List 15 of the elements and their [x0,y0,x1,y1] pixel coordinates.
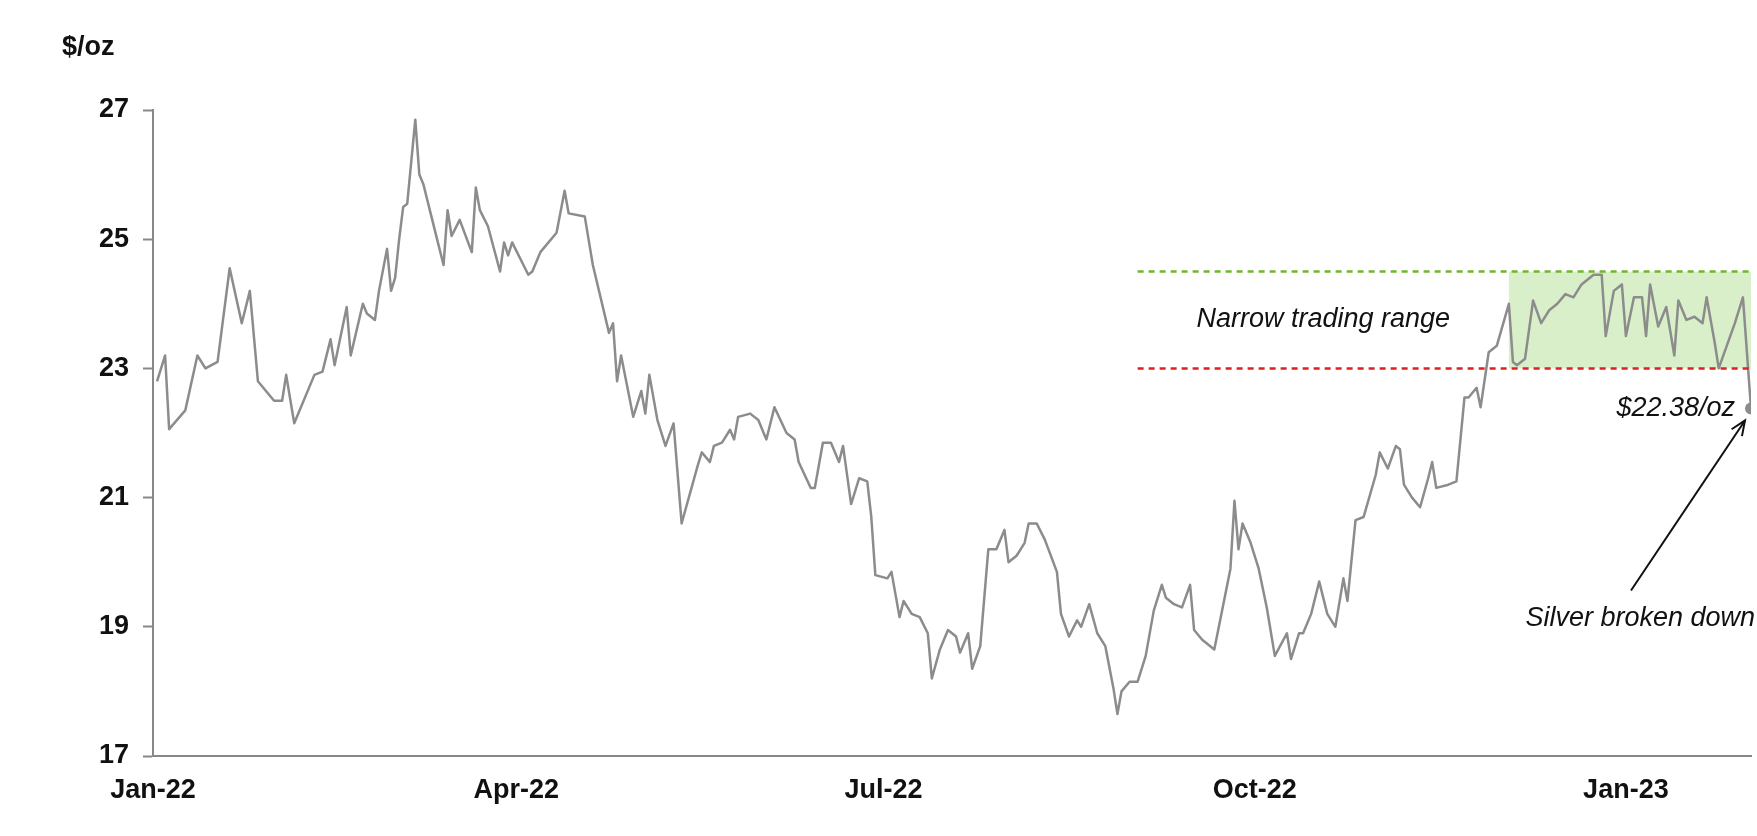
x-tick-label: Jan-22 [110,773,196,804]
y-tick-label: 27 [98,93,129,124]
annotation: Silver broken down [1525,601,1755,632]
y-tick-label: 25 [98,222,129,253]
x-tick-label: Oct-22 [1212,773,1297,804]
annotation: Narrow trading range [1196,303,1451,334]
y-tick-label: 23 [98,351,129,382]
y-tick-label: 21 [98,481,129,512]
y-tick-label: 17 [98,739,129,770]
y-axis-title: $/oz [62,31,115,61]
x-tick-label: Jan-23 [1583,773,1669,804]
x-tick-label: Jul-22 [844,773,923,804]
x-tick-label: Apr-22 [473,773,559,804]
y-tick-label: 19 [98,610,129,641]
annotation: $22.38/oz [1615,391,1736,422]
